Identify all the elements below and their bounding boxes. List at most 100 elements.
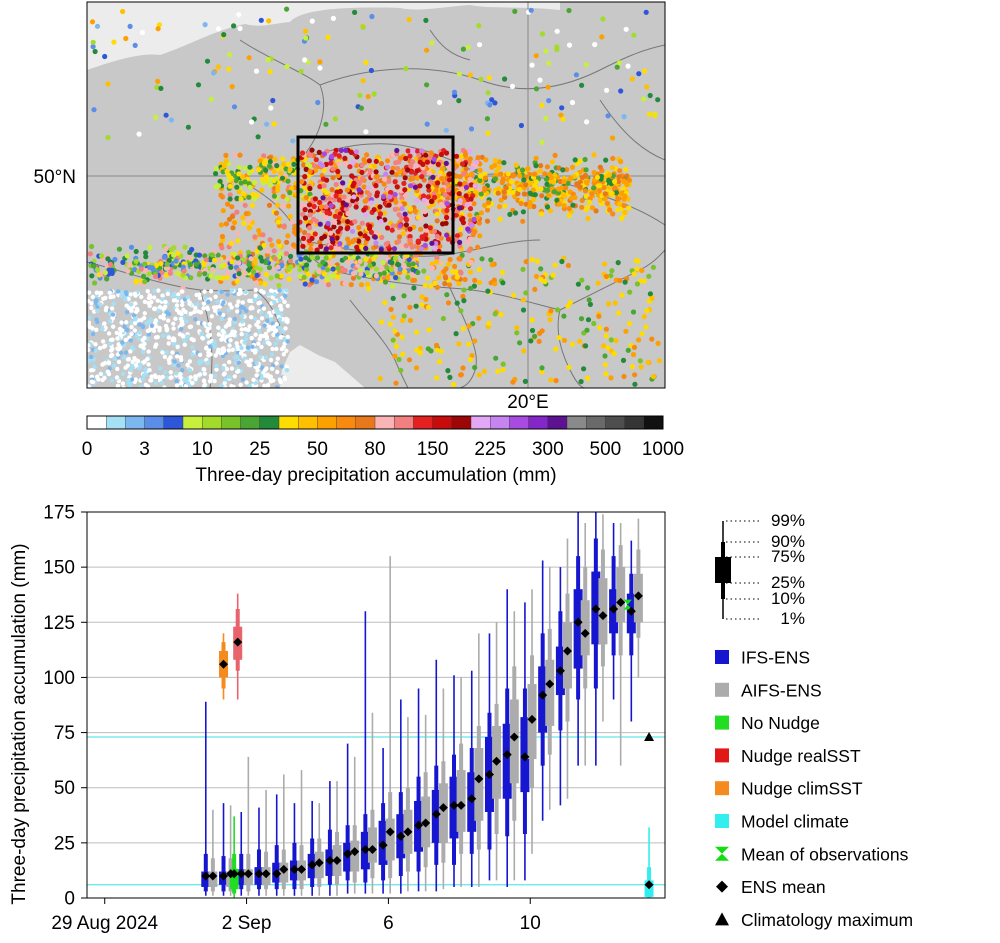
station-dot (146, 349, 151, 354)
station-dot (128, 368, 134, 373)
station-dot (252, 260, 258, 266)
station-dot (614, 64, 620, 70)
station-dot (507, 211, 513, 217)
station-dot (519, 167, 526, 173)
station-dot (600, 16, 606, 22)
station-dot (300, 235, 307, 241)
station-dot (132, 291, 137, 296)
station-dot (265, 382, 271, 388)
station-dot (335, 228, 341, 235)
ens-mean-marker (545, 679, 555, 689)
station-dot (325, 267, 331, 273)
station-dot (600, 343, 607, 349)
station-dot (170, 350, 175, 355)
station-dot (502, 76, 508, 82)
station-dot (168, 375, 173, 380)
ens-mean-marker (414, 820, 424, 830)
station-dot (360, 175, 366, 182)
station-dot (478, 191, 484, 197)
station-dot (617, 201, 623, 207)
station-dot (269, 242, 275, 248)
station-dot (340, 180, 346, 186)
station-dot (635, 258, 641, 264)
station-dot (244, 308, 249, 314)
station-dot (221, 330, 227, 335)
station-dot (606, 184, 612, 191)
station-dot (330, 166, 336, 172)
station-dot (309, 254, 315, 261)
colorbar-cell (105, 415, 126, 430)
station-dot (434, 255, 440, 261)
station-dot (403, 66, 409, 72)
station-dot (646, 111, 653, 117)
station-dot (232, 320, 237, 325)
station-dot (431, 194, 438, 200)
station-dot (438, 151, 444, 158)
station-dot (230, 347, 235, 352)
station-dot (430, 174, 436, 180)
station-dot (171, 326, 176, 331)
station-dot (363, 245, 369, 252)
station-dot (388, 189, 394, 196)
station-dot (510, 292, 517, 298)
station-dot (220, 336, 226, 341)
station-dot (457, 174, 463, 180)
station-dot (546, 98, 552, 104)
station-dot (460, 293, 466, 299)
station-dot (182, 244, 188, 250)
station-dot (303, 255, 309, 261)
station-dot (302, 207, 308, 213)
station-dot (469, 166, 476, 172)
station-dot (549, 159, 556, 165)
station-dot (271, 324, 277, 330)
station-dot (527, 190, 533, 196)
station-dot (403, 192, 409, 199)
x-tick-label: 10 (520, 913, 541, 934)
boxplot-key: 99%90%75%25%10%1% (715, 511, 805, 628)
station-dot (512, 194, 518, 200)
station-dot (268, 105, 274, 111)
station-dot (396, 356, 402, 363)
station-dot (179, 380, 184, 386)
station-dot (533, 86, 540, 92)
station-dot (476, 279, 482, 285)
station-dot (166, 357, 171, 362)
y-tick-label: 50 (54, 778, 75, 799)
station-dot (444, 232, 450, 238)
climatology-maximum-marker (644, 731, 655, 741)
station-dot (602, 362, 609, 368)
station-dot (141, 360, 147, 365)
station-dot (556, 335, 562, 341)
station-dot (343, 161, 349, 167)
station-dot (445, 368, 451, 374)
station-dot (268, 357, 274, 363)
station-dot (316, 269, 322, 275)
legend-label: Climatology maximum (741, 910, 913, 930)
station-dot (492, 157, 498, 164)
station-dot (500, 280, 506, 286)
station-dot (124, 303, 129, 308)
station-dot (622, 279, 628, 285)
station-dot (445, 236, 452, 242)
station-dot (235, 309, 240, 314)
key-percentile-label: 1% (780, 609, 805, 628)
station-dot (347, 164, 353, 170)
station-dot (625, 63, 631, 69)
station-dot (138, 266, 144, 272)
station-dot (218, 263, 224, 269)
station-dot (190, 344, 195, 350)
station-dot (183, 309, 188, 315)
station-dot (378, 161, 385, 167)
station-dot (121, 385, 126, 388)
station-dot (499, 179, 505, 186)
station-dot (162, 354, 168, 360)
station-dot (115, 336, 120, 341)
station-dot (531, 203, 537, 210)
station-dot (413, 303, 419, 309)
station-dot (116, 289, 121, 294)
station-dot (163, 245, 169, 252)
station-dot (149, 265, 156, 271)
station-dot (94, 317, 99, 322)
station-dot (498, 312, 504, 318)
station-dot (284, 368, 290, 373)
